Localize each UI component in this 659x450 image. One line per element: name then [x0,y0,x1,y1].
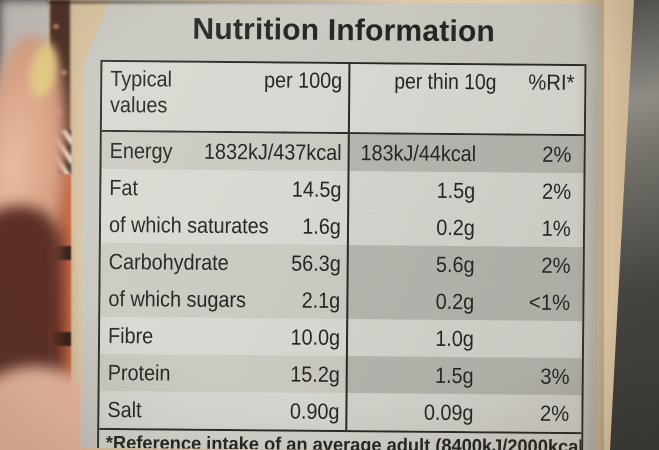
table-row: of which sugars 2.1g 0.2g <1% [100,280,582,321]
header-ri: %RI* [528,69,575,96]
nutrition-label: Nutrition Information Typical values per… [80,0,600,450]
ri-value: 1% [541,215,572,242]
per-100g-value: 2.1g [301,287,341,313]
table-row: of which saturates 1.6g 0.2g 1% [101,206,583,247]
table-row: Salt 0.90g 0.09g 2% [99,391,581,432]
per-100g-value: 15.2g [290,361,340,387]
header-typical-values: Typical values [109,65,173,118]
table-row: Fat 14.5g 1.5g 2% [101,169,583,210]
table-row: Fibre 10.0g 1.0g [100,317,582,358]
per-100g-value: 10.0g [290,324,341,350]
ri-value: 2% [541,178,572,205]
table-row: Energy 1832kJ/437kcal 183kJ/44kcal 2% [102,132,584,173]
per-thin-value: 0.09g [423,399,474,426]
ri-value: 2% [541,252,571,279]
ri-value: 2% [540,400,570,426]
per-thin-value: 1.5g [436,177,476,204]
packet-fold-shade [576,0,604,450]
nutrient-name: Protein [107,359,171,386]
table-row: Carbohydrate 56.3g 5.6g 2% [101,243,583,284]
per-100g-value: 14.5g [291,176,342,203]
table-header: Typical values per 100g per thin 10g %RI… [102,62,585,136]
per-thin-value: 1.5g [435,362,474,389]
per-100g-value: 1832kJ/437kcal [203,138,342,166]
nutrition-table: Typical values per 100g per thin 10g %RI… [97,60,586,450]
per-thin-value: 1.0g [435,325,475,352]
nutrient-name: Fat [109,174,139,201]
nutrient-name: Salt [107,396,142,423]
nutrient-name: Fibre [107,322,154,349]
per-100g-value: 1.6g [302,213,342,239]
header-per-100g: per 100g [264,67,343,94]
header-per-thin-10g: per thin 10g [393,68,497,95]
per-thin-value: 0.2g [436,214,476,241]
nutrient-name: Carbohydrate [108,248,229,276]
per-100g-value: 56.3g [291,250,341,276]
per-thin-value: 183kJ/44kcal [359,140,476,167]
table-row: Protein 15.2g 1.5g 3% [100,354,582,395]
per-thin-value: 0.2g [435,288,475,315]
ri-value: 2% [542,141,572,168]
per-thin-value: 5.6g [436,251,475,278]
nutrient-name: of which saturates [108,211,269,239]
nutrient-name: Energy [109,137,173,164]
label-title: Nutrition Information [192,12,496,49]
ri-value: 3% [540,363,570,390]
nutrient-name: of which sugars [108,285,247,313]
ri-value: <1% [529,289,571,316]
packet-top-edge [48,0,468,4]
per-100g-value: 0.90g [289,398,340,424]
